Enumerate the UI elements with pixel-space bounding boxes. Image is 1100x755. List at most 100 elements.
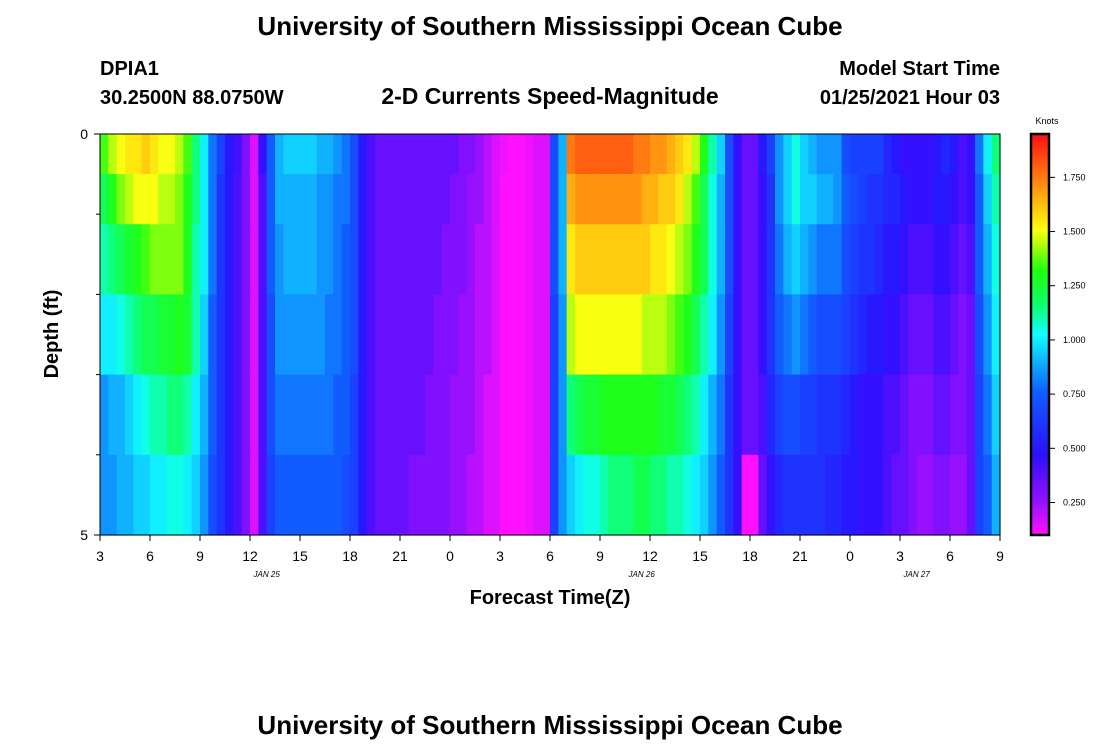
heatmap-cell [291, 294, 301, 376]
station-id: DPIA1 [100, 58, 159, 80]
heatmap-cell [475, 454, 484, 536]
heatmap-cell [450, 134, 459, 175]
heatmap-cell [583, 224, 593, 295]
heatmap-cell [616, 454, 626, 536]
heatmap-cell [366, 374, 376, 456]
heatmap-cell [716, 174, 726, 225]
heatmap-cell [491, 174, 501, 225]
heatmap-cell [408, 174, 418, 225]
heatmap-cell [941, 174, 951, 225]
heatmap-cell [458, 224, 468, 295]
heatmap-cell [391, 374, 401, 456]
heatmap-cell [491, 134, 501, 175]
heatmap-cell [825, 454, 834, 536]
heatmap-cell [675, 134, 684, 175]
heatmap-cell [116, 134, 126, 175]
heatmap-cell [275, 374, 284, 456]
heatmap-cell [691, 454, 701, 536]
heatmap-cell [533, 174, 543, 225]
heatmap-cell [983, 294, 993, 376]
heatmap-cell [483, 174, 493, 225]
model-start-label: Model Start Time [839, 58, 1000, 80]
heatmap-cell [641, 224, 651, 295]
heatmap-cell [750, 174, 759, 225]
heatmap-cell [858, 134, 868, 175]
heatmap-cell [425, 134, 434, 175]
heatmap-cell [100, 134, 109, 175]
heatmap-cell [316, 454, 326, 536]
heatmap-cell [333, 134, 343, 175]
heatmap-cell [900, 454, 909, 536]
heatmap-cell [808, 224, 818, 295]
heatmap-cell [583, 134, 593, 175]
heatmap-cell [941, 374, 951, 456]
heatmap-cell [125, 134, 134, 175]
heatmap-cell [416, 294, 426, 376]
heatmap-cell [908, 174, 918, 225]
heatmap-cell [333, 224, 343, 295]
heatmap-cell [958, 294, 968, 376]
heatmap-cell [616, 374, 626, 456]
heatmap-cell [508, 224, 518, 295]
heatmap-cell [850, 134, 859, 175]
heatmap-cell [141, 224, 151, 295]
heatmap-cell [666, 174, 676, 225]
heatmap-cell [658, 174, 668, 225]
heatmap-cell [758, 134, 768, 175]
heatmap-cell [508, 454, 518, 536]
heatmap-cell [583, 294, 593, 376]
heatmap-cell [925, 454, 934, 536]
heatmap-cell [341, 224, 351, 295]
heatmap-cell [783, 134, 793, 175]
heatmap-cell [441, 374, 451, 456]
heatmap-cell [891, 454, 901, 536]
heatmap-cell [600, 134, 609, 175]
heatmap-cell [458, 174, 468, 225]
heatmap-cell [783, 374, 793, 456]
heatmap-cell [166, 174, 176, 225]
heatmap-cell [450, 294, 459, 376]
heatmap-cell [625, 294, 634, 376]
heatmap-cell [608, 174, 618, 225]
heatmap-cell [825, 174, 834, 225]
heatmap-cell [475, 374, 484, 456]
heatmap-cell [725, 224, 734, 295]
heatmap-cell [558, 224, 568, 295]
colorbar-ticks: 0.250 0.500 0.750 1.000 1.250 1.500 1.750 [1049, 172, 1086, 507]
heatmap-cell [458, 454, 468, 536]
heatmap-cell [750, 224, 759, 295]
heatmap-cell [591, 374, 601, 456]
heatmap-cell [308, 454, 318, 536]
heatmap-cell [808, 134, 818, 175]
heatmap-cell [650, 374, 659, 456]
heatmap-cell [341, 174, 351, 225]
heatmap-cell [616, 224, 626, 295]
heatmap-cell [583, 174, 593, 225]
heatmap-cell [766, 224, 776, 295]
heatmap-cell [183, 374, 193, 456]
heatmap-cell [358, 454, 368, 536]
heatmap-cell [950, 224, 959, 295]
heatmap-cell [408, 454, 418, 536]
heatmap-cell [708, 224, 718, 295]
heatmap-cell [133, 224, 143, 295]
heatmap-cell [500, 174, 509, 225]
heatmap-cell [141, 174, 151, 225]
heatmap-cell [300, 134, 309, 175]
heatmap-cell [308, 174, 318, 225]
heatmap-cell [166, 454, 176, 536]
heatmap-cell [758, 454, 768, 536]
heatmap-cell [391, 454, 401, 536]
heatmap-cell [258, 174, 268, 225]
heatmap-cell [683, 294, 693, 376]
heatmap-cell [741, 224, 751, 295]
heatmap-cell [633, 174, 643, 225]
heatmap-cell [741, 454, 751, 536]
heatmap-cell [758, 224, 768, 295]
day-label: JAN 26 [628, 570, 656, 579]
heatmap-cell [941, 294, 951, 376]
heatmap-cell [208, 454, 218, 536]
heatmap-cell [325, 134, 334, 175]
heatmap-cell [725, 374, 734, 456]
heatmap-cell [141, 454, 151, 536]
